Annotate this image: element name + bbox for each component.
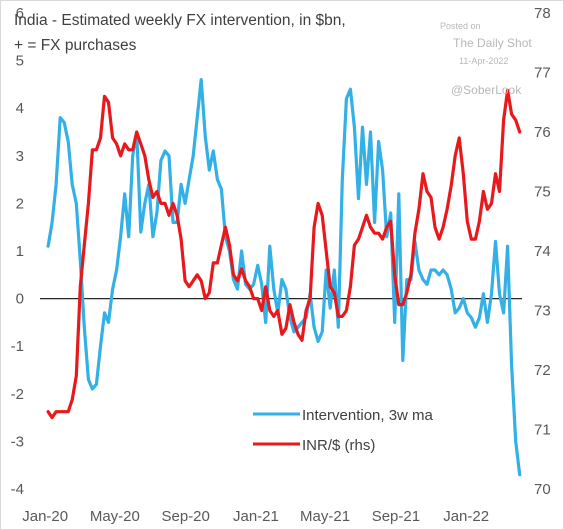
left-tick-label: 5 — [16, 53, 24, 70]
series-line-intervention — [46, 77, 522, 477]
left-axis-ticks: -4 -3 -2 -1 0 1 2 3 4 5 6 — [11, 5, 24, 498]
right-tick-label: 74 — [534, 243, 551, 260]
right-tick-label: 75 — [534, 184, 551, 201]
right-tick-label: 73 — [534, 303, 551, 320]
left-tick-label: -4 — [11, 481, 24, 498]
left-tick-label: 3 — [16, 148, 24, 165]
right-tick-label: 77 — [534, 65, 551, 82]
right-tick-label: 71 — [534, 422, 551, 439]
right-tick-label: 72 — [534, 362, 551, 379]
x-tick-label: Jan-20 — [22, 508, 68, 525]
right-tick-label: 76 — [534, 124, 551, 141]
series-line-inr — [46, 88, 522, 420]
x-tick-label: Sep-20 — [162, 508, 210, 525]
right-axis-ticks: 70 71 72 73 74 75 76 77 78 — [534, 5, 551, 498]
left-tick-label: -2 — [11, 386, 24, 403]
watermark-posted-on: Posted on — [440, 21, 481, 31]
legend: Intervention, 3w ma INR/$ (rhs) — [253, 407, 434, 454]
left-tick-label: 6 — [16, 5, 24, 22]
right-tick-label: 78 — [534, 5, 551, 22]
x-tick-label: Jan-22 — [443, 508, 489, 525]
left-tick-label: -1 — [11, 338, 24, 355]
watermark-handle: @SoberLook — [451, 83, 522, 97]
watermark-source: The Daily Shot — [453, 36, 532, 50]
x-axis-ticks: Jan-20 May-20 Sep-20 Jan-21 May-21 Sep-21 Jan-… — [22, 508, 489, 525]
series-lines — [46, 77, 522, 477]
legend-label-inr: INR/$ (rhs) — [302, 437, 375, 454]
x-tick-label: May-21 — [300, 508, 350, 525]
left-tick-label: 1 — [16, 243, 24, 260]
right-tick-label: 70 — [534, 481, 551, 498]
chart-title: India - Estimated weekly FX intervention… — [14, 12, 346, 29]
chart-subtitle: + = FX purchases — [14, 37, 137, 54]
x-tick-label: Sep-21 — [372, 508, 420, 525]
left-tick-label: 0 — [16, 291, 24, 308]
x-tick-label: May-20 — [90, 508, 140, 525]
left-tick-label: -3 — [11, 433, 24, 450]
legend-label-intervention: Intervention, 3w ma — [302, 407, 434, 424]
left-tick-label: 4 — [16, 100, 24, 117]
left-tick-label: 2 — [16, 195, 24, 212]
watermark-date: 11-Apr-2022 — [459, 56, 508, 66]
x-tick-label: Jan-21 — [233, 508, 279, 525]
